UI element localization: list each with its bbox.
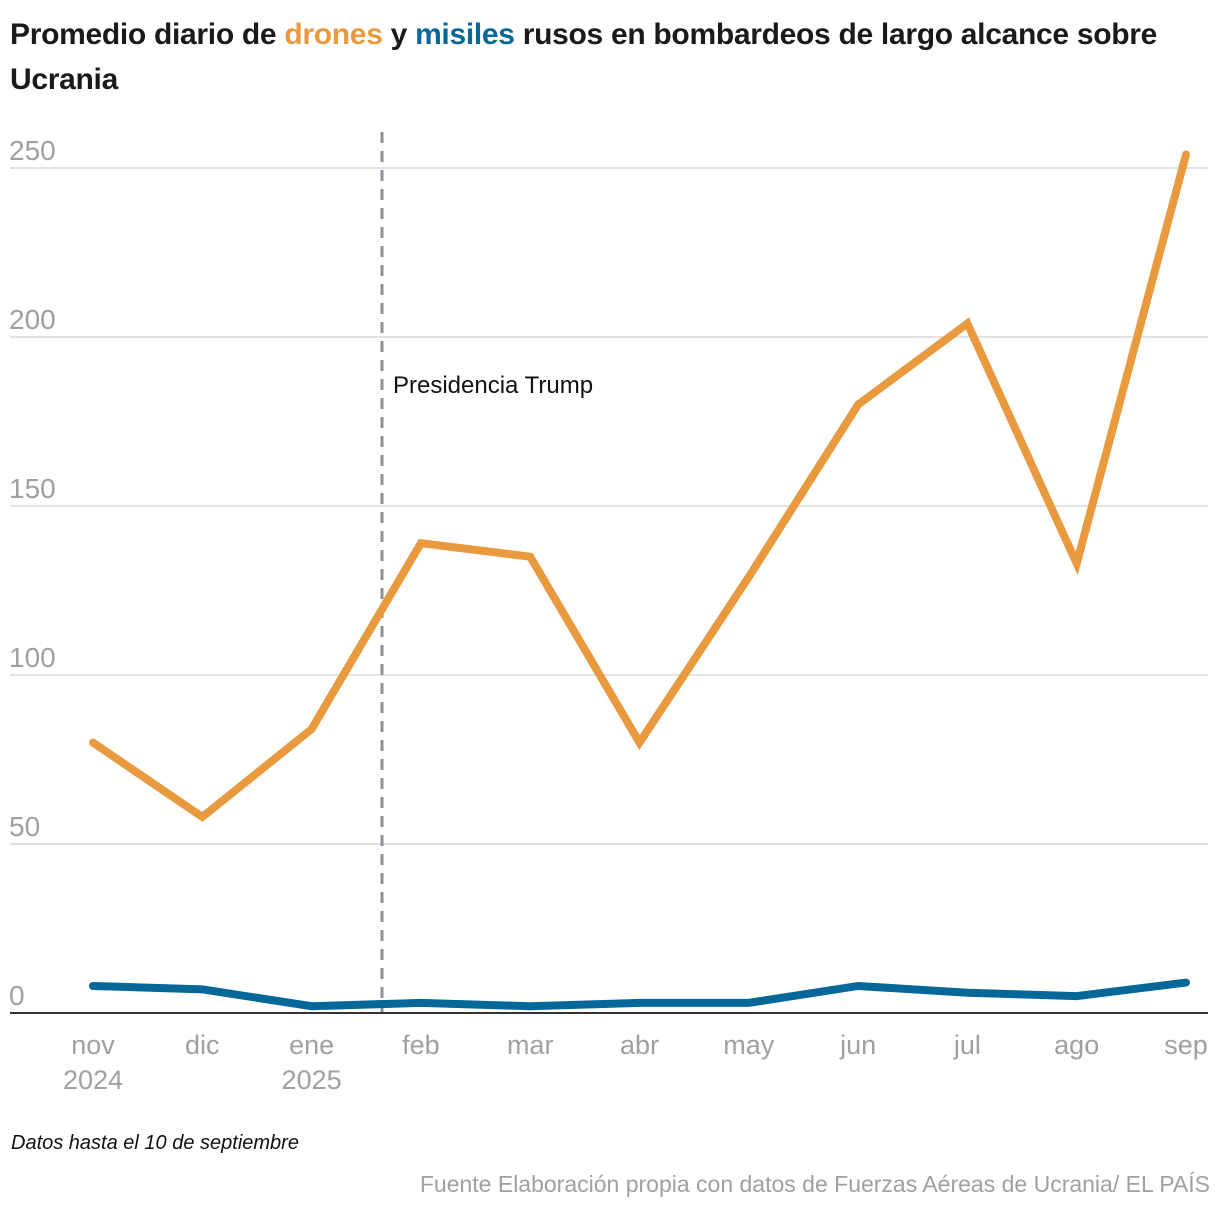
series-line-drones [89,150,1190,822]
y-tick-label: 200 [9,304,56,335]
x-tick-label-sep: sep [1164,1030,1208,1060]
title-misiles-legend: misiles [415,18,515,51]
title-drones-legend: drones [284,18,383,51]
x-axis-ticks: nov 2024 dic ene 2025 feb mar abr may jun jul ago se… [63,1030,1208,1095]
gridlines [10,167,1208,845]
y-tick-label: 250 [9,135,56,166]
y-tick-label: 100 [9,642,56,673]
x-tick-label-ene: ene [289,1030,334,1060]
x-tick-label-mar: mar [507,1030,554,1060]
trump-annotation: Presidencia Trump [380,132,593,1013]
y-tick-label: 0 [9,980,25,1011]
y-tick-label: 50 [9,811,40,842]
title-part2: y [382,18,416,51]
y-tick-label: 150 [9,473,56,504]
title-part3: rusos en bombardeos de largo alcance sob… [10,18,1158,96]
series-lines [89,150,1190,1011]
x-tick-year-2024: 2024 [63,1065,123,1095]
data-note: Datos hasta el 10 de septiembre [11,1132,299,1154]
y-axis-ticks: 0 50 100 150 200 250 [9,135,56,1011]
x-tick-label-may: may [723,1030,775,1060]
series-line-misiles [89,978,1190,1011]
line-chart: 0 50 100 150 200 250 Presidencia Trump nov 202… [9,132,1208,1095]
x-tick-label-ago: ago [1054,1030,1099,1060]
x-tick-label-abr: abr [620,1030,659,1060]
x-tick-label-dic: dic [185,1030,220,1060]
x-tick-label-jun: jun [839,1030,876,1060]
x-tick-label-nov: nov [71,1030,115,1060]
chart-title: Promedio diario de drones y misiles ruso… [10,12,1210,102]
trump-presidency-label: Presidencia Trump [393,372,593,399]
x-tick-year-2025: 2025 [282,1065,342,1095]
source-credit: Fuente Elaboración propia con datos de F… [419,1171,1210,1197]
x-tick-label-jul: jul [953,1030,981,1060]
x-tick-label-feb: feb [402,1030,440,1060]
title-part1: Promedio diario de [10,18,285,51]
